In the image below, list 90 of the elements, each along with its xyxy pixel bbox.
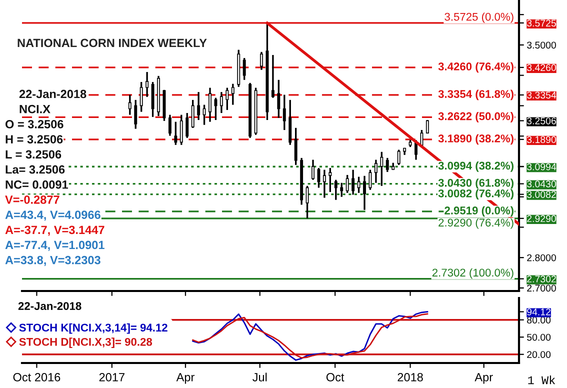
candlestick — [386, 157, 389, 173]
annotation: O = 3.2506 — [5, 120, 64, 128]
annotation: NC= 0.0091 — [6, 180, 68, 189]
annotation: La= 3.2506 — [6, 165, 65, 174]
candlestick — [346, 174, 349, 194]
y-tick-label: 50.00 — [527, 334, 551, 341]
candlestick — [271, 54, 274, 99]
legend-label: STOCH K[NCI.X,3,14]= 94.12 — [19, 323, 168, 334]
candlestick — [208, 86, 212, 123]
candlestick — [242, 57, 246, 81]
candlestick — [128, 94, 132, 116]
candlestick — [306, 185, 309, 220]
candlestick — [317, 167, 320, 189]
candlestick — [260, 51, 263, 71]
y-tick-label: 94.12 — [527, 308, 550, 316]
y-tick-label: 80.00 — [527, 316, 551, 324]
annotation: A=43.4, V=4.0966 — [5, 210, 100, 221]
x-tick-label: Jul — [252, 372, 267, 382]
y-tick-label: 3.1890 — [527, 136, 556, 144]
legend-label: STOCH D[NCI.X,3]= 90.28 — [19, 338, 152, 348]
y-tick-label: 3.5725 — [527, 20, 556, 27]
candlestick — [231, 83, 234, 106]
annotation: V=-0.2877 — [5, 196, 60, 204]
y-tick-label: 3.0082 — [527, 191, 556, 198]
annotation: L = 3.2506 — [6, 150, 62, 159]
y-tick-label: 2.7000 — [527, 284, 556, 292]
candlestick — [312, 158, 314, 181]
ref-line-label: 3.1890 (38.2%) — [438, 134, 514, 145]
y-tick-label: 3.4260 — [527, 64, 556, 72]
y-tick-label: 3.5000 — [527, 42, 556, 49]
ref-line-label: 3.5725 (0.0%) — [444, 12, 514, 23]
candlestick — [180, 114, 183, 146]
x-tick-label: 2018 — [398, 373, 423, 382]
text: NATIONAL CORN INDEX WEEKLY — [18, 38, 207, 48]
annotation: A=33.8, V=3.2303 — [5, 256, 100, 266]
annotation: 22-Jan-2018 — [19, 90, 86, 98]
candlestick — [374, 158, 378, 184]
y-tick-label: 20.00 — [527, 351, 551, 358]
ref-line-label: 2.9519 (0.0%) — [444, 206, 514, 217]
candlestick — [197, 91, 200, 121]
y-tick-label: 3.2506 — [527, 117, 556, 124]
x-tick-label: Apr — [474, 373, 493, 384]
candlestick — [168, 114, 172, 137]
candlestick — [322, 168, 326, 199]
candlestick — [340, 182, 344, 198]
x-tick-label: Oct 2016 — [13, 373, 60, 382]
annotation: A=-37.7, V=3.1447 — [5, 226, 104, 236]
ref-line-label: 2.7302 (100.0%) — [432, 268, 514, 279]
ref-line-label: 3.0082 (76.4%) — [438, 189, 514, 200]
candlestick — [186, 112, 189, 139]
y-tick-label: 2.7302 — [527, 276, 556, 282]
candlestick — [226, 86, 229, 111]
y-tick-label: 3.3354 — [527, 92, 556, 99]
candlestick — [202, 104, 206, 126]
ref-line-label: 3.0430 (61.8%) — [438, 178, 514, 189]
y-tick-label: 2.8000 — [527, 254, 556, 262]
candlestick — [397, 148, 400, 166]
candlestick — [174, 120, 178, 146]
x-tick-label: Apr — [176, 373, 194, 384]
ref-line-label: 3.2622 (50.0%) — [438, 112, 514, 122]
candlestick — [363, 175, 366, 211]
candlestick — [140, 81, 143, 113]
candlestick — [191, 99, 194, 129]
candlestick — [352, 168, 355, 196]
candlestick — [146, 71, 149, 98]
candlestick — [426, 119, 429, 134]
candlestick — [380, 151, 384, 187]
annotation: 22-Jan-2018 — [18, 302, 82, 310]
y-tick-label: 3.0430 — [527, 180, 556, 188]
annotation: A=-77.4, V=1.0901 — [5, 240, 104, 251]
ref-line-label: 2.9290 (76.4%) — [438, 218, 514, 229]
candlestick — [277, 79, 280, 119]
x-tick-label: 2017 — [99, 373, 124, 382]
candlestick — [357, 176, 360, 194]
annotation: NCI.X — [20, 104, 50, 114]
candlestick — [368, 168, 372, 191]
ref-line-label: 3.3354 (61.8%) — [438, 90, 514, 100]
x-axis-title: 1 Wk — [528, 376, 556, 384]
candlestick — [294, 127, 298, 166]
candlestick — [134, 99, 138, 130]
ref-line-label: 3.4260 (76.4%) — [438, 62, 514, 73]
candlestick — [334, 178, 338, 201]
annotation: H = 3.2506 — [6, 135, 63, 144]
candlestick — [282, 94, 286, 131]
y-tick-label: 2.9290 — [527, 215, 556, 222]
x-tick-label: Oct — [326, 373, 344, 382]
ref-line-label: 3.0994 (38.2%) — [438, 161, 514, 172]
y-tick-label: 3.0994 — [527, 163, 556, 170]
candlestick — [328, 167, 332, 193]
candlestick — [220, 91, 223, 114]
